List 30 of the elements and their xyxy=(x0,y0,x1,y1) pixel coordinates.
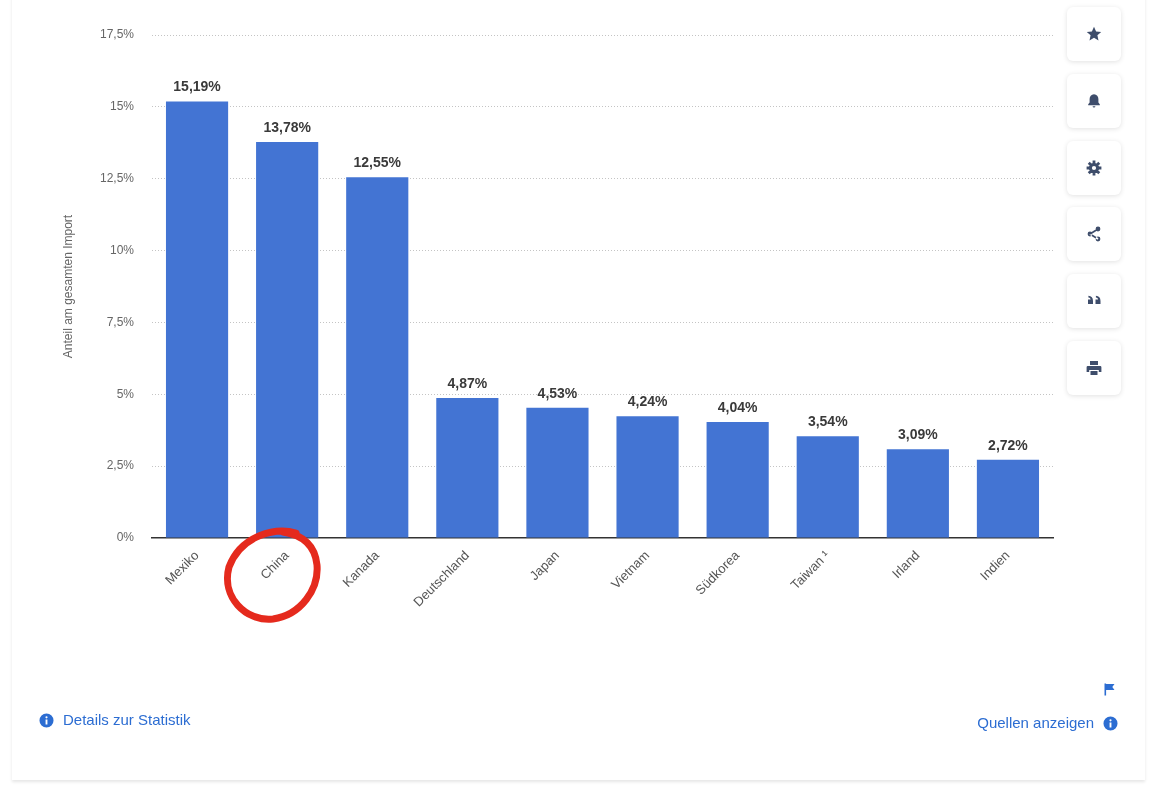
data-label: 3,54% xyxy=(807,413,849,430)
y-tick-label: 15% xyxy=(109,99,135,114)
data-label: 4,24% xyxy=(627,392,668,409)
bar xyxy=(616,416,679,538)
y-tick-label: 2,5% xyxy=(106,458,135,473)
y-tick-label: 5% xyxy=(116,386,135,401)
data-label: 12,55% xyxy=(353,154,402,171)
bar xyxy=(796,436,859,538)
bar xyxy=(526,407,589,538)
y-axis-title: Anteil am gesamten Import xyxy=(60,214,75,359)
bar xyxy=(886,449,949,538)
bar xyxy=(976,459,1040,538)
data-label: 4,53% xyxy=(537,384,578,401)
bar xyxy=(706,421,769,538)
data-label: 13,78% xyxy=(263,118,312,135)
data-label: 2,72% xyxy=(988,436,1029,453)
bar xyxy=(436,398,499,538)
data-label: 4,04% xyxy=(717,398,759,415)
text: Details zur Statistik xyxy=(63,711,191,729)
data-label: 4,87% xyxy=(447,374,488,391)
bar xyxy=(346,177,409,538)
y-tick-label: 7,5% xyxy=(106,314,135,329)
data-label: 3,09% xyxy=(898,426,939,443)
bar xyxy=(165,101,229,538)
y-tick-label: 17,5% xyxy=(99,27,135,42)
data-label: 15,19% xyxy=(173,78,222,95)
source-note: Quellen anzeigen xyxy=(977,714,1094,732)
y-tick-label: 0% xyxy=(116,530,135,545)
y-tick-label: 12,5% xyxy=(99,171,135,186)
y-tick-label: 10% xyxy=(109,242,135,257)
